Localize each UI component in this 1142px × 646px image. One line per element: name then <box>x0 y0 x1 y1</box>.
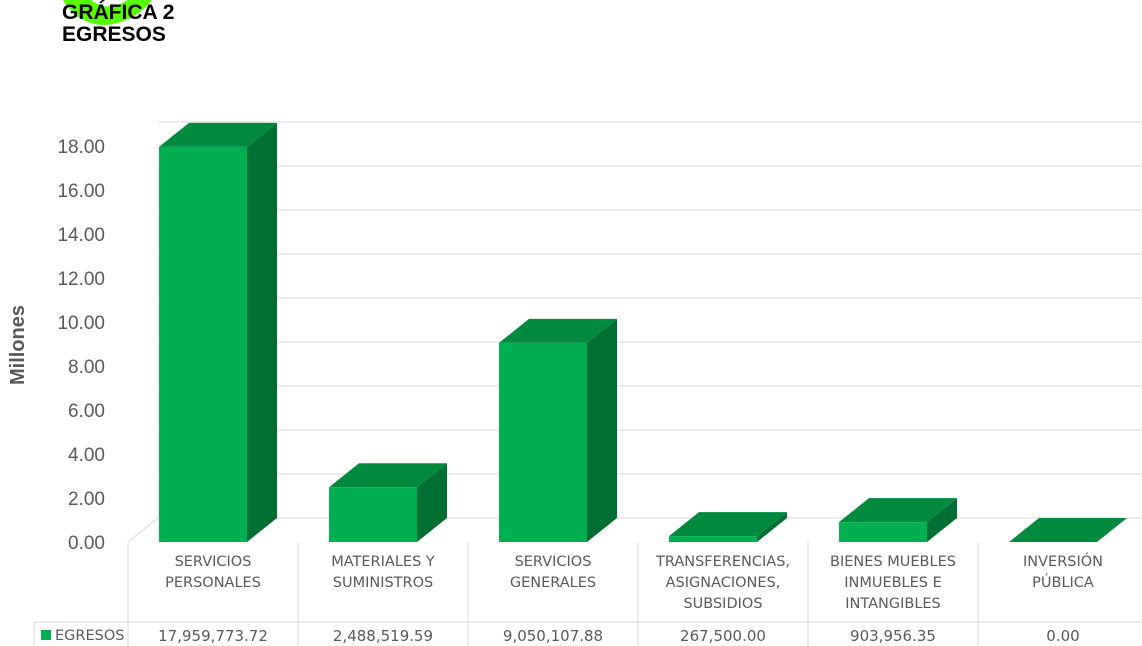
bar <box>159 122 277 542</box>
category-label: PERSONALES <box>165 575 261 591</box>
y-tick-label: 14.00 <box>57 225 105 246</box>
y-tick-label: 2.00 <box>68 489 105 510</box>
category-label: INMUEBLES E <box>844 575 942 591</box>
bar-front <box>159 146 247 542</box>
bar-side <box>247 122 277 542</box>
category-label: INTANGIBLES <box>845 596 941 612</box>
bar <box>499 318 617 542</box>
legend-swatch <box>41 630 51 640</box>
data-value-label: 0.00 <box>1046 627 1079 645</box>
bar-top <box>499 318 617 343</box>
bar-front <box>669 536 757 542</box>
bar <box>329 463 447 542</box>
bar <box>1009 518 1127 542</box>
y-tick-label: 8.00 <box>68 357 105 378</box>
category-label: BIENES MUEBLES <box>830 554 956 570</box>
bar <box>839 498 957 542</box>
bar-front <box>839 522 927 542</box>
category-label: MATERIALES Y <box>331 554 435 570</box>
data-value-label: 903,956.35 <box>850 627 936 645</box>
category-label: SUMINISTROS <box>333 575 433 591</box>
y-tick-label: 16.00 <box>57 181 105 202</box>
chart-title-line2: EGRESOS <box>62 23 166 46</box>
category-label: TRANSFERENCIAS, <box>655 554 790 570</box>
y-tick-label: 4.00 <box>68 445 105 466</box>
category-label: PÚBLICA <box>1032 573 1094 591</box>
data-value-label: 9,050,107.88 <box>503 627 603 645</box>
category-label: GENERALES <box>510 575 596 591</box>
category-label: INVERSIÓN <box>1023 552 1103 570</box>
bar-top <box>669 512 787 537</box>
y-tick-label: 10.00 <box>57 313 105 334</box>
bar <box>669 512 787 542</box>
data-value-label: 17,959,773.72 <box>158 627 268 645</box>
bar-top <box>1009 518 1127 542</box>
chart-title-line1: GRÁFICA 2 <box>62 1 175 24</box>
bar-side <box>417 463 447 542</box>
bar-top <box>329 463 447 488</box>
bar-side <box>587 318 617 542</box>
chart-title: GRÁFICA 2 EGRESOS <box>62 2 174 46</box>
y-tick-label: 12.00 <box>57 269 105 290</box>
bar-top <box>839 498 957 523</box>
y-tick-label: 6.00 <box>68 401 105 422</box>
data-value-label: 267,500.00 <box>680 627 766 645</box>
bar-side <box>757 512 787 542</box>
category-label: ASIGNACIONES, <box>666 575 781 591</box>
bar-front <box>329 487 417 542</box>
y-tick-label: 18.00 <box>57 137 105 158</box>
bar-front <box>499 342 587 542</box>
category-label: SERVICIOS <box>515 554 592 570</box>
y-axis-label: Millones <box>7 305 29 385</box>
bar-top <box>159 122 277 147</box>
category-label: SERVICIOS <box>175 554 252 570</box>
y-tick-label: 0.00 <box>68 533 105 554</box>
data-value-label: 2,488,519.59 <box>333 627 433 645</box>
category-label: SUBSIDIOS <box>683 596 762 612</box>
bar-side <box>927 498 957 542</box>
legend-label: EGRESOS <box>55 628 124 644</box>
floor-edge <box>127 517 159 543</box>
